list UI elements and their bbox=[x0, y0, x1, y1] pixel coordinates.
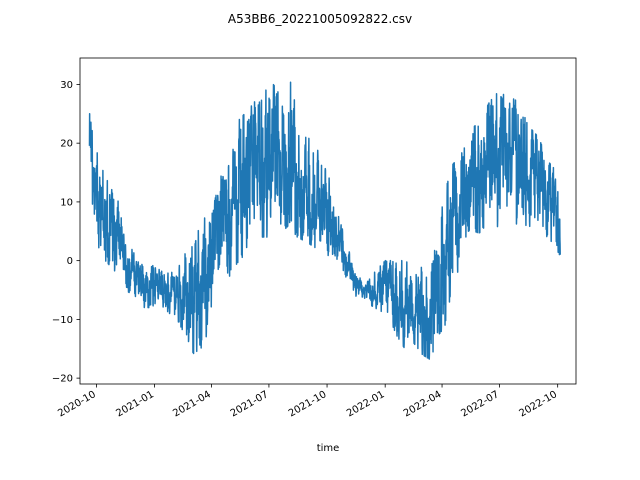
series-layer bbox=[88, 81, 561, 360]
x-axis: 2020-10 2021-01 2021-04 2021-07 2021-10 2022-… bbox=[56, 384, 559, 419]
chart-title: A53BB6_20221005092822.csv bbox=[228, 12, 412, 26]
y-axis: −20 −10 0 10 20 30 bbox=[52, 80, 80, 385]
x-tick-label: 2021-04 bbox=[171, 389, 213, 419]
plot-area bbox=[79, 57, 577, 385]
y-tick-label: −20 bbox=[52, 374, 73, 385]
series-line-0 bbox=[88, 81, 561, 360]
x-tick-label: 2022-01 bbox=[345, 389, 387, 419]
y-tick-label: 30 bbox=[60, 80, 73, 91]
x-axis-label: time bbox=[317, 443, 340, 454]
y-tick-label: 10 bbox=[60, 197, 73, 208]
y-tick-label: −10 bbox=[52, 315, 73, 326]
x-tick-label: 2022-07 bbox=[459, 389, 501, 419]
x-tick-label: 2020-10 bbox=[56, 389, 98, 419]
y-tick-label: 0 bbox=[67, 256, 73, 267]
x-tick-label: 2021-10 bbox=[287, 389, 329, 419]
x-tick-label: 2022-04 bbox=[402, 389, 444, 419]
x-tick-label: 2021-07 bbox=[229, 389, 271, 419]
y-tick-label: 20 bbox=[60, 139, 73, 150]
plot-frame bbox=[79, 57, 577, 385]
x-tick-label: 2022-10 bbox=[517, 389, 559, 419]
x-tick-label: 2021-01 bbox=[114, 389, 156, 419]
